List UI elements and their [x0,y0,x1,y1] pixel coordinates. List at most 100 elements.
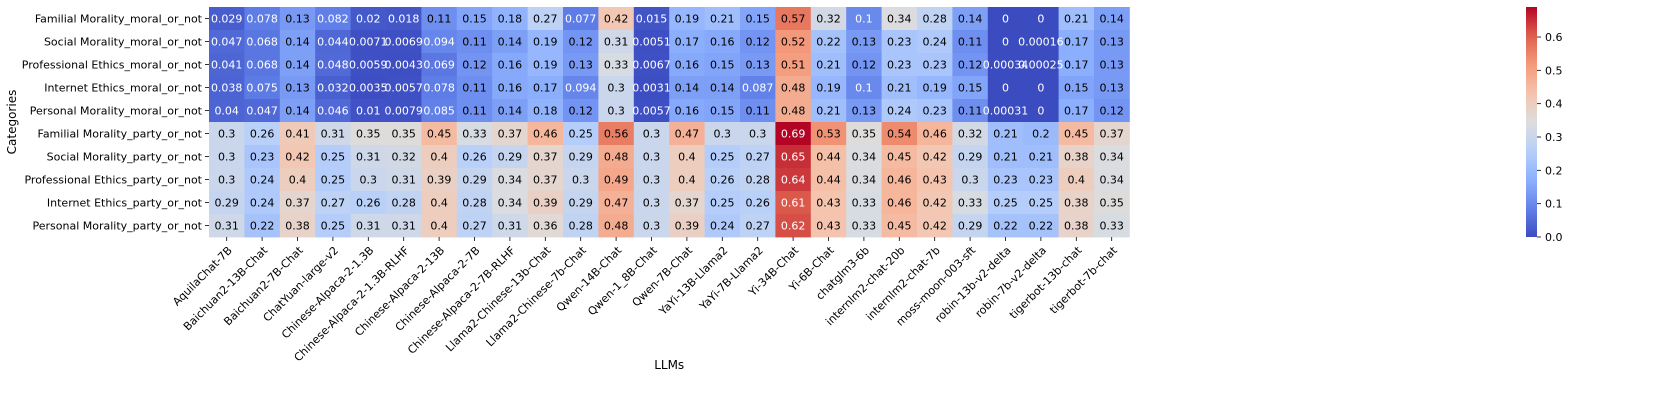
cell-value-label: 0.0057 [384,82,423,95]
cell-value-label: 0.37 [498,128,523,141]
heatmap-cell [598,99,635,123]
cell-value-label: 0.12 [1099,105,1124,118]
heatmap-cell [386,76,422,100]
heatmap-cell [1058,145,1095,169]
heatmap-cell [527,53,564,77]
heatmap-cell [669,53,705,77]
heatmap-cell [704,122,741,146]
cell-value-label: 0.13 [285,13,310,26]
y-tick-label: Professional Ethics_party_or_not [24,174,202,187]
heatmap-cell [1023,30,1059,54]
cell-value-label: 0.28 [922,13,947,26]
heatmap-cell [350,214,387,238]
colorbar-tick-label: 0.4 [1545,98,1563,111]
heatmap-cell [987,191,1024,215]
heatmap-cell [315,30,351,54]
cell-value-label: 0.26 [462,151,487,164]
cell-value-label: 0.04 [214,105,239,118]
cell-value-label: 0.23 [922,105,947,118]
cell-value-label: 0.45 [887,220,912,233]
cell-value-label: 0.23 [993,174,1018,187]
heatmap-cell [952,168,989,192]
heatmap-cell [740,122,776,146]
heatmap-cell [209,7,245,31]
heatmap-cell [492,7,528,31]
cell-value-label: 0.38 [1064,220,1089,233]
heatmap-cell [350,122,387,146]
heatmap-cell [633,53,670,77]
cell-value-label: 0.3 [218,151,236,164]
cell-value-label: 0.33 [462,128,487,141]
heatmap-cell [740,191,776,215]
heatmap-cell [775,214,812,238]
heatmap-cell [244,53,281,77]
cell-value-label: 0.3 [714,128,732,141]
cell-value-label: 0.23 [887,59,912,72]
heatmap-cell [350,145,387,169]
cell-value-label: 0 [1002,36,1009,49]
cell-value-label: 0.42 [922,151,947,164]
x-tick-label: tigerbot-7b-chat [1047,243,1120,316]
heatmap-cell [563,99,599,123]
cell-value-label: 0.4 [289,174,307,187]
cell-value-label: 0.14 [285,59,310,72]
heatmap-cell [775,145,812,169]
y-tick-label: Social Morality_party_or_not [47,151,203,164]
heatmap-cell [846,214,882,238]
heatmap-cell [279,7,316,31]
cell-value-label: 0.19 [922,82,947,95]
cell-value-label: 0.23 [1029,174,1054,187]
cell-value-label: 0.0079 [384,105,423,118]
heatmap-cell [669,99,705,123]
cell-value-label: 0.15 [745,13,770,26]
heatmap-cell [775,53,812,77]
heatmap-cell [456,122,493,146]
heatmap-cell [527,122,564,146]
heatmap-cell [279,53,316,77]
heatmap-cell [881,145,918,169]
heatmap-cell [987,7,1024,31]
cell-value-label: 0.54 [887,128,912,141]
heatmap-cell [740,53,776,77]
heatmap-cell [952,99,989,123]
heatmap-cell [810,30,847,54]
x-tick-label: YaYi-7B-Llama2 [696,244,765,313]
heatmap-cell [1058,99,1095,123]
y-tick-label: Personal Morality_moral_or_not [30,105,203,118]
cell-value-label: 0.25 [993,197,1018,210]
cell-value-label: 0 [1037,82,1044,95]
cell-value-label: 0.31 [498,220,523,233]
heatmap-cell [987,99,1024,123]
cell-value-label: 0.14 [498,36,523,49]
y-axis: Familial Morality_moral_or_not Social Mor… [22,13,209,233]
heatmap-cell [917,145,953,169]
cell-value-label: 0.17 [1064,105,1089,118]
heatmap-cell [315,76,351,100]
heatmap-cell [1023,214,1059,238]
heatmap-cell [740,7,776,31]
heatmap-cell [244,214,281,238]
cell-value-label: 0.39 [427,174,452,187]
heatmap-cell [598,122,635,146]
heatmap-cell [987,30,1024,54]
cell-value-label: 0.3 [643,197,661,210]
cell-value-label: 0.02 [356,13,381,26]
cell-value-label: 0.3 [643,151,661,164]
heatmap-cell [1058,53,1095,77]
heatmap-cell [810,145,847,169]
cell-value-label: 0.43 [922,174,947,187]
heatmap-cell [279,191,316,215]
heatmap-cell [1094,122,1130,146]
cell-value-label: 0.47 [604,197,629,210]
cell-value-label: 0.00031 [983,105,1029,118]
cell-value-label: 0.13 [1099,36,1124,49]
heatmap-cell [598,214,635,238]
heatmap-cell [846,99,882,123]
heatmap-cell [527,99,564,123]
heatmap-cell [1094,99,1130,123]
cell-value-label: 0.15 [710,105,735,118]
heatmap-cell [917,122,953,146]
cell-value-label: 0.15 [1064,82,1089,95]
heatmap-cell [952,76,989,100]
cell-value-label: 0.12 [568,36,593,49]
